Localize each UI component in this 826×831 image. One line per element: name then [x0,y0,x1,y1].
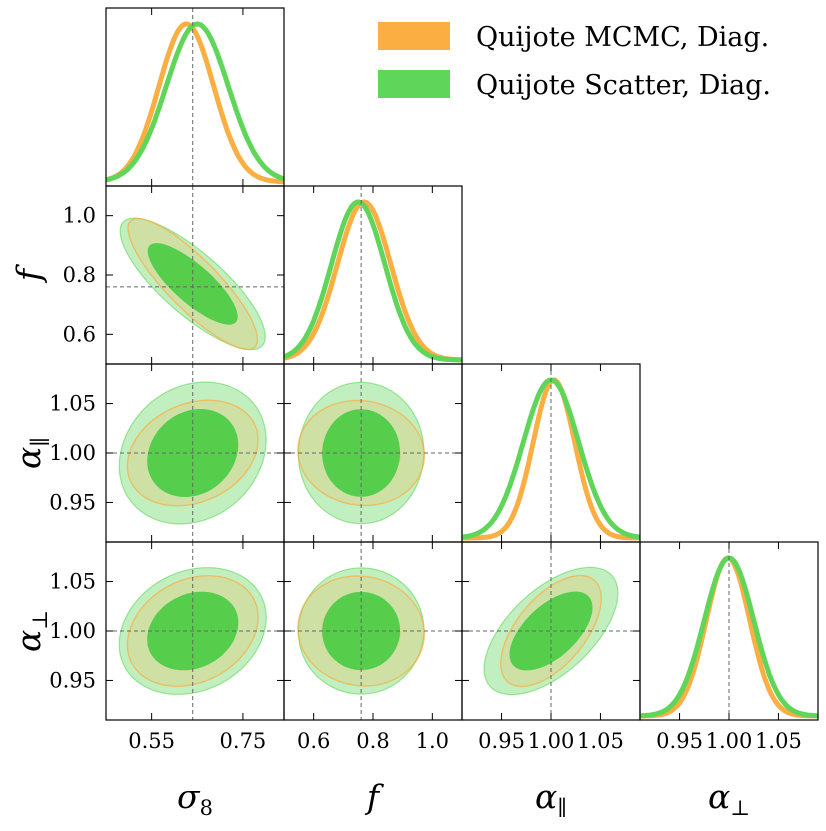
x-axis-title-alpha_par: α∥ [535,777,567,820]
marginal-scatter-f [284,199,462,363]
y-tick-label: 1.00 [49,441,96,465]
x-axis-title-f: f [364,777,385,816]
panel-alpha_perp-f [284,542,462,720]
panel-sigma8-sigma8 [106,8,284,186]
marginal-mcmc-sigma8 [106,21,284,185]
x-tick-label: 1.00 [528,729,575,753]
marginal-mcmc-f [284,199,462,363]
x-tick-label: 0.75 [220,729,267,753]
x-axis-title-alpha_perp: α⊥ [708,777,750,820]
x-tick-label: 0.6 [297,729,330,753]
x-tick-label: 0.95 [478,729,525,753]
x-tick-label: 0.55 [128,729,175,753]
y-tick-label: 0.95 [49,490,96,514]
y-axis-title-alpha_par: α∥ [9,437,52,469]
legend-label-0: Quijote MCMC, Diag. [476,22,769,53]
y-tick-label: 1.05 [49,570,96,594]
panel-alpha_perp-sigma8 [106,542,284,720]
x-tick-label: 1.0 [416,729,449,753]
panel-alpha_par-f [284,364,462,542]
contour-scatter-68-f-sigma8 [147,243,238,325]
x-tick-label: 0.95 [656,729,703,753]
x-tick-label: 1.00 [706,729,753,753]
legend-label-1: Quijote Scatter, Diag. [476,70,771,101]
panel-alpha_perp-alpha_par [462,542,640,720]
x-tick-label: 1.05 [577,729,624,753]
panel-f-sigma8 [106,186,284,364]
y-tick-label: 0.6 [63,322,96,346]
panel-alpha_par-sigma8 [106,364,284,542]
y-tick-label: 0.95 [49,668,96,692]
marginal-scatter-sigma8 [106,21,284,183]
panel-alpha_par-alpha_par [462,364,640,542]
y-tick-label: 1.05 [49,392,96,416]
legend-swatch-1 [378,70,450,98]
x-axis-title-sigma8: σ8 [177,777,213,820]
panel-f-f [284,186,462,364]
panel-alpha_perp-alpha_perp [640,542,818,720]
panel-frame [461,363,641,543]
y-axis-title-alpha_perp: α⊥ [9,610,52,652]
y-axis-title-f: f [9,263,48,284]
x-tick-label: 1.05 [755,729,802,753]
y-tick-label: 1.0 [63,204,96,228]
legend-swatch-0 [378,22,450,50]
y-tick-label: 1.00 [49,619,96,643]
y-tick-label: 0.8 [63,263,96,287]
x-tick-label: 0.8 [356,729,389,753]
panel-frame [639,541,819,721]
contour-scatter-68-alpha_perp-alpha_par [509,591,593,671]
